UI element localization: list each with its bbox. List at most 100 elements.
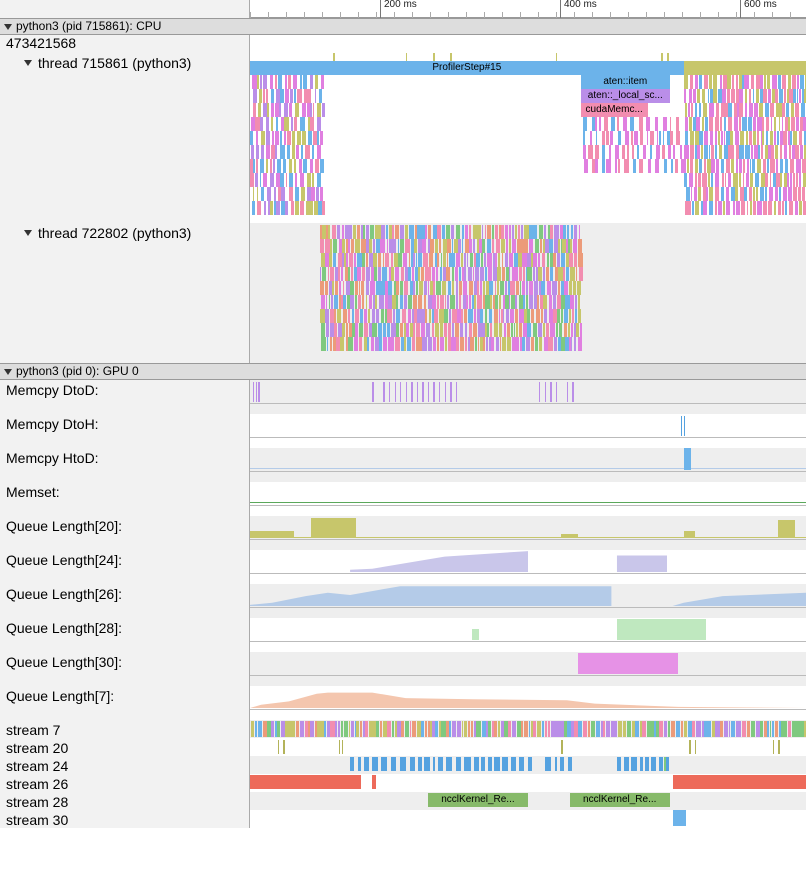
flame-event[interactable] bbox=[452, 323, 454, 337]
flame-event[interactable] bbox=[320, 131, 323, 145]
flame-event[interactable] bbox=[624, 159, 629, 173]
event-tick[interactable] bbox=[545, 382, 546, 402]
flame-event[interactable] bbox=[534, 281, 538, 295]
flame-event[interactable] bbox=[762, 131, 764, 145]
flame-event[interactable] bbox=[329, 253, 332, 267]
flame-event[interactable] bbox=[541, 281, 545, 295]
flame-event[interactable] bbox=[317, 103, 321, 117]
flame-event[interactable] bbox=[703, 201, 707, 215]
flame-event[interactable] bbox=[432, 267, 435, 281]
event-tick[interactable] bbox=[539, 382, 540, 402]
flame-event[interactable] bbox=[623, 721, 627, 737]
flame-event[interactable] bbox=[476, 721, 481, 737]
track-label[interactable]: stream 30 bbox=[0, 810, 250, 828]
flame-event[interactable] bbox=[561, 295, 565, 309]
flame-event[interactable] bbox=[706, 187, 708, 201]
flame-event[interactable] bbox=[284, 103, 288, 117]
flame-event[interactable] bbox=[724, 103, 727, 117]
flame-event[interactable] bbox=[790, 173, 792, 187]
flame-event[interactable] bbox=[689, 117, 693, 131]
flame-event[interactable] bbox=[791, 103, 794, 117]
flame-event[interactable] bbox=[338, 253, 342, 267]
flame-event[interactable] bbox=[728, 173, 731, 187]
flame-event[interactable] bbox=[511, 323, 513, 337]
event-block[interactable] bbox=[673, 810, 687, 826]
flame-event[interactable] bbox=[756, 89, 758, 103]
flame-event[interactable] bbox=[432, 295, 435, 309]
flame-event[interactable] bbox=[412, 267, 415, 281]
flame-event[interactable] bbox=[556, 323, 558, 337]
flame-event[interactable] bbox=[250, 131, 253, 145]
flame-event[interactable] bbox=[656, 145, 660, 159]
flame-event[interactable] bbox=[499, 295, 501, 309]
flame-event[interactable] bbox=[275, 75, 278, 89]
flame-event[interactable] bbox=[664, 721, 667, 737]
flame-event[interactable] bbox=[570, 267, 574, 281]
flame-event[interactable] bbox=[466, 295, 468, 309]
flame-event[interactable] bbox=[559, 721, 564, 737]
track-label[interactable]: stream 20 bbox=[0, 738, 250, 756]
event-tick[interactable] bbox=[395, 382, 396, 402]
flame-event[interactable] bbox=[378, 253, 381, 267]
flame-event[interactable] bbox=[735, 131, 739, 145]
flame-event[interactable] bbox=[710, 131, 713, 145]
flame-event[interactable] bbox=[521, 225, 523, 239]
flame-event[interactable] bbox=[583, 721, 587, 737]
flame-event[interactable] bbox=[448, 323, 451, 337]
flame-event[interactable] bbox=[350, 281, 354, 295]
flame-event[interactable] bbox=[485, 267, 487, 281]
flame-event[interactable] bbox=[690, 159, 693, 173]
event-dash[interactable] bbox=[358, 757, 362, 771]
flame-event[interactable] bbox=[519, 267, 521, 281]
flame-event[interactable] bbox=[441, 721, 445, 737]
flame-event[interactable] bbox=[776, 103, 777, 117]
flame-event[interactable] bbox=[302, 117, 304, 131]
event-tick[interactable] bbox=[556, 382, 557, 402]
track-label[interactable]: Memcpy HtoD: bbox=[0, 448, 250, 482]
flame-event[interactable] bbox=[261, 187, 264, 201]
flame-event[interactable] bbox=[615, 145, 619, 159]
nccl-kernel-bar[interactable]: ncclKernel_Re... bbox=[428, 793, 528, 807]
flame-event[interactable] bbox=[606, 721, 610, 737]
flame-event[interactable] bbox=[804, 89, 806, 103]
flame-event[interactable] bbox=[469, 323, 472, 337]
flame-event[interactable] bbox=[413, 281, 415, 295]
flame-event[interactable] bbox=[494, 309, 498, 323]
event-dash[interactable] bbox=[372, 757, 378, 771]
flame-event[interactable] bbox=[554, 225, 559, 239]
flame-event[interactable] bbox=[381, 225, 385, 239]
flame-event[interactable] bbox=[611, 117, 615, 131]
flame-event[interactable] bbox=[670, 131, 673, 145]
call-stack-bar[interactable]: aten::_local_sc... bbox=[581, 89, 670, 103]
flame-event[interactable] bbox=[294, 89, 296, 103]
flame-event[interactable] bbox=[320, 281, 323, 295]
flame-event[interactable] bbox=[260, 173, 262, 187]
flame-event[interactable] bbox=[765, 173, 769, 187]
flame-event[interactable] bbox=[376, 309, 379, 323]
flame-event[interactable] bbox=[692, 201, 694, 215]
flame-event[interactable] bbox=[527, 323, 531, 337]
flame-event[interactable] bbox=[615, 159, 617, 173]
flame-event[interactable] bbox=[523, 295, 524, 309]
flame-event[interactable] bbox=[405, 225, 407, 239]
flame-event[interactable] bbox=[726, 201, 730, 215]
flame-event[interactable] bbox=[416, 253, 417, 267]
flame-event[interactable] bbox=[779, 117, 781, 131]
flame-event[interactable] bbox=[266, 89, 269, 103]
flame-event[interactable] bbox=[366, 281, 369, 295]
flame-event[interactable] bbox=[341, 267, 343, 281]
flame-event[interactable] bbox=[416, 281, 418, 295]
flame-event[interactable] bbox=[554, 337, 557, 351]
flame-event[interactable] bbox=[715, 145, 717, 159]
flame-event[interactable] bbox=[557, 309, 560, 323]
flame-event[interactable] bbox=[745, 117, 747, 131]
flame-event[interactable] bbox=[380, 721, 383, 737]
flame-event[interactable] bbox=[727, 89, 730, 103]
flame-event[interactable] bbox=[500, 281, 504, 295]
flame-event[interactable] bbox=[701, 145, 703, 159]
flame-event[interactable] bbox=[425, 721, 427, 737]
flame-event[interactable] bbox=[578, 337, 583, 351]
flame-event[interactable] bbox=[574, 337, 576, 351]
flame-event[interactable] bbox=[796, 159, 800, 173]
flame-event[interactable] bbox=[790, 131, 793, 145]
